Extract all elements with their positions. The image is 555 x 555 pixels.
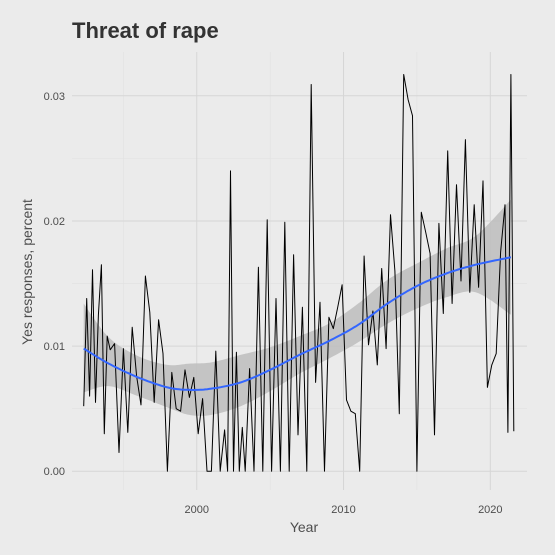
y-tick-label: 0.03 xyxy=(44,91,65,103)
x-tick-label: 2010 xyxy=(331,504,355,516)
y-tick-label: 0.01 xyxy=(44,341,65,353)
smooth-series xyxy=(83,256,512,391)
ci-band xyxy=(83,199,511,416)
x-tick-label: 2020 xyxy=(478,504,502,516)
y-axis-ticks: 0.00 0.01 0.02 0.03 xyxy=(44,91,65,478)
y-tick-label: 0.00 xyxy=(44,466,65,478)
confidence-band xyxy=(83,199,511,416)
y-axis-title: Yes responses, percent xyxy=(19,199,35,345)
chart-title: Threat of rape xyxy=(72,18,219,43)
x-axis-ticks: 2000 2010 2020 xyxy=(185,504,503,516)
raw-line xyxy=(83,74,515,472)
x-axis-title: Year xyxy=(290,519,319,535)
raw-series xyxy=(83,74,515,472)
x-tick-label: 2000 xyxy=(185,504,209,516)
y-tick-label: 0.02 xyxy=(44,216,65,228)
smooth-line xyxy=(83,256,512,391)
